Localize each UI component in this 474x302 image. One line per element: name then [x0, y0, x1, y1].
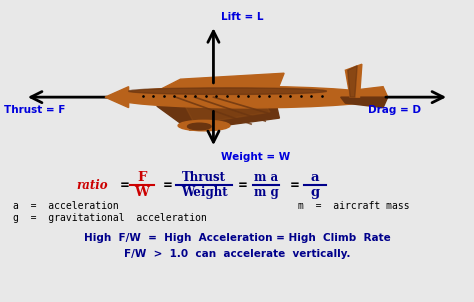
Text: =: =	[120, 179, 130, 192]
Polygon shape	[346, 64, 362, 97]
Text: =: =	[290, 179, 300, 192]
Text: m  =  aircraft mass: m = aircraft mass	[298, 201, 410, 211]
Text: High  F/W  =  High  Acceleration = High  Climb  Rate: High F/W = High Acceleration = High Clim…	[83, 233, 391, 243]
Text: ratio: ratio	[77, 179, 109, 192]
Text: =: =	[238, 179, 247, 192]
Text: Drag = D: Drag = D	[368, 104, 421, 115]
Text: F/W  >  1.0  can  accelerate  vertically.: F/W > 1.0 can accelerate vertically.	[124, 249, 350, 259]
Polygon shape	[157, 73, 284, 97]
Text: a  =  acceleration: a = acceleration	[13, 201, 119, 211]
Text: g: g	[310, 186, 319, 199]
Text: m g: m g	[254, 186, 279, 199]
Text: W: W	[134, 186, 149, 199]
Ellipse shape	[178, 120, 230, 131]
Polygon shape	[105, 87, 128, 108]
Polygon shape	[341, 97, 388, 108]
Text: Lift = L: Lift = L	[220, 12, 263, 22]
Polygon shape	[348, 66, 357, 97]
Text: =: =	[162, 179, 172, 192]
Text: a: a	[310, 172, 319, 185]
Text: Thrust = F: Thrust = F	[4, 104, 65, 115]
Text: g  =  gravitational  acceleration: g = gravitational acceleration	[13, 213, 207, 223]
Text: m a: m a	[254, 172, 278, 185]
Polygon shape	[181, 97, 270, 124]
Text: Weight = W: Weight = W	[220, 153, 290, 162]
Text: F: F	[137, 172, 146, 185]
Ellipse shape	[128, 88, 327, 95]
Text: Weight: Weight	[181, 186, 228, 199]
Polygon shape	[157, 97, 279, 130]
Ellipse shape	[110, 86, 383, 108]
Ellipse shape	[188, 123, 211, 130]
Polygon shape	[341, 87, 388, 97]
Text: Thrust: Thrust	[182, 172, 226, 185]
